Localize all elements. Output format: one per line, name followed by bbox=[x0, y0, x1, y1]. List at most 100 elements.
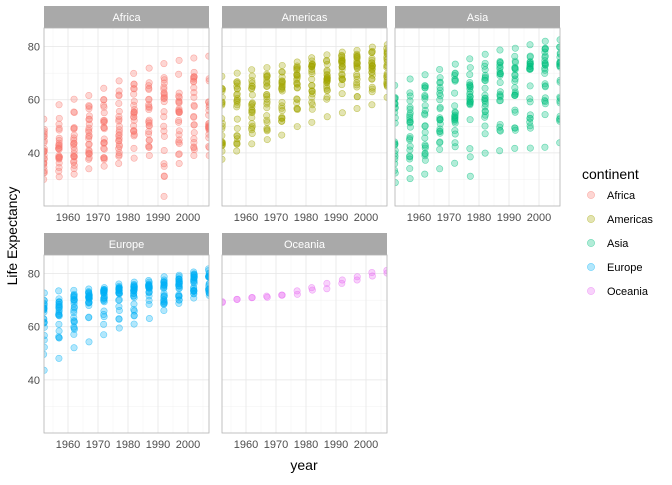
data-point bbox=[481, 50, 489, 58]
data-point bbox=[175, 108, 183, 116]
data-point bbox=[278, 83, 286, 91]
x-tick-label: 1970 bbox=[264, 212, 288, 224]
data-point bbox=[293, 95, 301, 103]
data-point bbox=[436, 139, 444, 147]
data-point bbox=[233, 101, 241, 109]
x-tick-label: 1990 bbox=[324, 212, 348, 224]
data-point bbox=[175, 140, 183, 148]
data-point bbox=[451, 89, 459, 97]
legend-key bbox=[587, 263, 595, 271]
data-point bbox=[511, 71, 519, 79]
data-point bbox=[145, 143, 153, 151]
data-point bbox=[130, 292, 138, 300]
data-point bbox=[436, 79, 444, 87]
data-point bbox=[233, 124, 241, 132]
data-point bbox=[145, 106, 153, 114]
data-point bbox=[175, 280, 183, 288]
data-point bbox=[175, 118, 183, 126]
panel-border bbox=[43, 254, 210, 434]
data-point bbox=[406, 103, 414, 111]
data-point bbox=[222, 139, 226, 147]
data-point bbox=[481, 122, 489, 130]
legend-key bbox=[587, 191, 595, 199]
x-tick-label: 1970 bbox=[437, 212, 461, 224]
data-point bbox=[130, 144, 138, 152]
data-point bbox=[190, 139, 198, 147]
data-point bbox=[368, 101, 376, 109]
legend-entry-africa: Africa bbox=[587, 190, 636, 202]
data-point bbox=[55, 298, 63, 306]
y-tick-label: 80 bbox=[28, 42, 40, 54]
data-point bbox=[278, 131, 286, 139]
data-point bbox=[55, 327, 63, 335]
data-point bbox=[248, 124, 256, 132]
data-point bbox=[115, 324, 123, 332]
data-point bbox=[190, 129, 198, 137]
data-point bbox=[248, 140, 256, 148]
data-point bbox=[233, 98, 241, 106]
data-point bbox=[145, 296, 153, 304]
data-point bbox=[115, 77, 123, 85]
data-point bbox=[248, 129, 256, 137]
legend-label: Oceania bbox=[607, 286, 649, 298]
x-tick-label: 1990 bbox=[146, 212, 170, 224]
data-point bbox=[175, 70, 183, 78]
data-point bbox=[85, 135, 93, 143]
data-point bbox=[368, 269, 376, 277]
data-point bbox=[70, 108, 78, 116]
data-point bbox=[526, 41, 534, 49]
data-point bbox=[368, 62, 376, 70]
data-point bbox=[511, 91, 519, 99]
data-point bbox=[55, 153, 63, 161]
data-point bbox=[451, 70, 459, 78]
data-point bbox=[421, 122, 429, 130]
panel-border bbox=[221, 254, 388, 434]
data-point bbox=[406, 89, 414, 97]
data-point bbox=[44, 175, 48, 183]
data-point bbox=[541, 82, 549, 90]
data-point bbox=[190, 283, 198, 291]
panel-border bbox=[394, 27, 561, 207]
data-point bbox=[323, 113, 331, 121]
data-point bbox=[353, 273, 361, 281]
data-point bbox=[248, 66, 256, 74]
data-point bbox=[421, 134, 429, 142]
x-tick-label: 1980 bbox=[467, 212, 491, 224]
panel-border bbox=[221, 27, 388, 207]
data-point bbox=[160, 83, 168, 91]
y-tick-label: 60 bbox=[28, 95, 40, 107]
data-point bbox=[278, 291, 286, 299]
data-point bbox=[353, 57, 361, 65]
data-point bbox=[353, 79, 361, 87]
data-point bbox=[160, 94, 168, 102]
data-point bbox=[436, 145, 444, 153]
data-point bbox=[436, 65, 444, 73]
data-point bbox=[263, 136, 271, 144]
facet-strip-label: Oceania bbox=[284, 239, 326, 251]
data-point bbox=[190, 112, 198, 120]
data-point bbox=[115, 115, 123, 123]
data-point bbox=[466, 55, 474, 63]
data-point bbox=[145, 314, 153, 322]
data-point bbox=[263, 104, 271, 112]
data-point bbox=[263, 126, 271, 134]
data-point bbox=[541, 94, 549, 102]
point-layer bbox=[222, 41, 387, 163]
data-point bbox=[466, 70, 474, 78]
data-point bbox=[55, 126, 63, 134]
data-point bbox=[556, 112, 560, 120]
legend-label: Africa bbox=[607, 190, 636, 202]
data-point bbox=[85, 124, 93, 132]
x-axis-title: year bbox=[290, 457, 318, 473]
data-point bbox=[496, 97, 504, 105]
data-point bbox=[466, 81, 474, 89]
data-point bbox=[308, 118, 316, 126]
data-point bbox=[368, 48, 376, 56]
facet-strip-label: Americas bbox=[282, 12, 328, 24]
data-point bbox=[160, 146, 168, 154]
data-point bbox=[293, 70, 301, 78]
data-point bbox=[338, 109, 346, 117]
data-point bbox=[130, 122, 138, 130]
facet-strip bbox=[222, 233, 387, 255]
